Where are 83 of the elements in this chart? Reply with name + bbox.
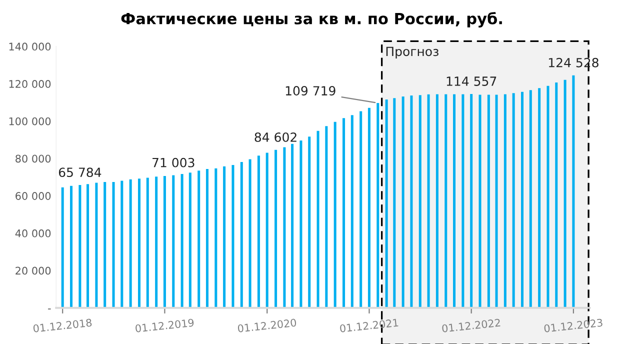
bar bbox=[368, 108, 370, 308]
y-tick-label: 80 000 bbox=[16, 154, 51, 163]
x-tick-label: 01.12.2021 bbox=[340, 318, 398, 332]
data-label: 109 719 bbox=[286, 86, 336, 96]
bar bbox=[86, 184, 90, 308]
bar bbox=[120, 180, 124, 308]
bar bbox=[427, 94, 430, 308]
bar bbox=[376, 102, 380, 308]
bar bbox=[172, 175, 175, 308]
bar bbox=[78, 185, 82, 308]
y-tick-label: 100 000 bbox=[9, 117, 51, 126]
bar bbox=[444, 94, 448, 308]
bar bbox=[520, 92, 524, 308]
bar bbox=[487, 94, 490, 308]
bar bbox=[291, 144, 294, 308]
bar bbox=[274, 150, 278, 308]
y-tick-label: - bbox=[48, 308, 51, 310]
y-tick-label: 120 000 bbox=[9, 80, 51, 88]
bar bbox=[180, 174, 184, 308]
bar bbox=[462, 94, 464, 308]
bar bbox=[223, 166, 226, 308]
bar bbox=[529, 90, 532, 308]
bar bbox=[360, 111, 362, 308]
data-label: 84 602 bbox=[254, 132, 296, 142]
bar bbox=[266, 152, 268, 308]
x-tick-label: 01.12.2018 bbox=[33, 318, 92, 332]
bar bbox=[300, 140, 302, 308]
bar bbox=[555, 82, 558, 308]
chart-title: Фактические цены за кв м. по России, руб. bbox=[121, 12, 502, 28]
bar bbox=[206, 168, 208, 308]
bar bbox=[61, 187, 64, 308]
bar bbox=[478, 94, 482, 308]
x-tick-label: 01.12.2020 bbox=[238, 318, 296, 332]
bar bbox=[163, 176, 166, 308]
bar bbox=[129, 179, 132, 308]
bar bbox=[495, 94, 498, 308]
bar bbox=[257, 156, 260, 308]
bar bbox=[214, 168, 218, 308]
bar bbox=[138, 178, 141, 308]
bar bbox=[240, 162, 243, 308]
y-tick-label: 60 000 bbox=[16, 192, 51, 200]
bar bbox=[334, 122, 336, 308]
bar bbox=[350, 115, 354, 308]
data-label: 65 784 bbox=[58, 168, 102, 178]
bar bbox=[232, 165, 234, 308]
bar bbox=[410, 96, 413, 308]
data-label: 71 003 bbox=[152, 158, 194, 168]
bar bbox=[146, 178, 149, 308]
bar bbox=[393, 98, 396, 308]
bar bbox=[283, 147, 286, 308]
bar bbox=[308, 136, 311, 308]
bar bbox=[342, 118, 346, 308]
x-tick-label: 01.12.2019 bbox=[135, 318, 194, 332]
bar bbox=[402, 96, 404, 308]
bar bbox=[546, 86, 550, 308]
bar bbox=[470, 94, 473, 308]
bar bbox=[385, 99, 388, 308]
x-tick-label: 01.12.2022 bbox=[442, 318, 500, 332]
bar bbox=[504, 94, 506, 308]
bar bbox=[564, 80, 566, 308]
bar bbox=[538, 88, 541, 308]
x-tick-label: 01.12.2023 bbox=[544, 318, 603, 332]
y-tick-label: 20 000 bbox=[16, 266, 51, 275]
y-tick-label: 140 000 bbox=[9, 42, 51, 51]
bar bbox=[188, 172, 192, 308]
bar bbox=[155, 176, 158, 308]
data-label: 124 528 bbox=[548, 58, 598, 68]
bar bbox=[572, 75, 575, 308]
bar bbox=[418, 95, 422, 308]
bar bbox=[453, 94, 456, 308]
bar bbox=[512, 93, 515, 308]
bar bbox=[112, 182, 115, 308]
bar bbox=[104, 182, 106, 308]
bar bbox=[248, 159, 252, 308]
data-label: 114 557 bbox=[446, 76, 496, 86]
bar bbox=[70, 186, 73, 308]
bar bbox=[316, 130, 320, 308]
bar bbox=[198, 170, 200, 308]
y-tick-label: 40 000 bbox=[15, 229, 51, 238]
bar bbox=[436, 94, 438, 308]
band-label: Прогноз bbox=[386, 46, 438, 59]
bar bbox=[325, 126, 328, 308]
bar bbox=[95, 182, 98, 308]
